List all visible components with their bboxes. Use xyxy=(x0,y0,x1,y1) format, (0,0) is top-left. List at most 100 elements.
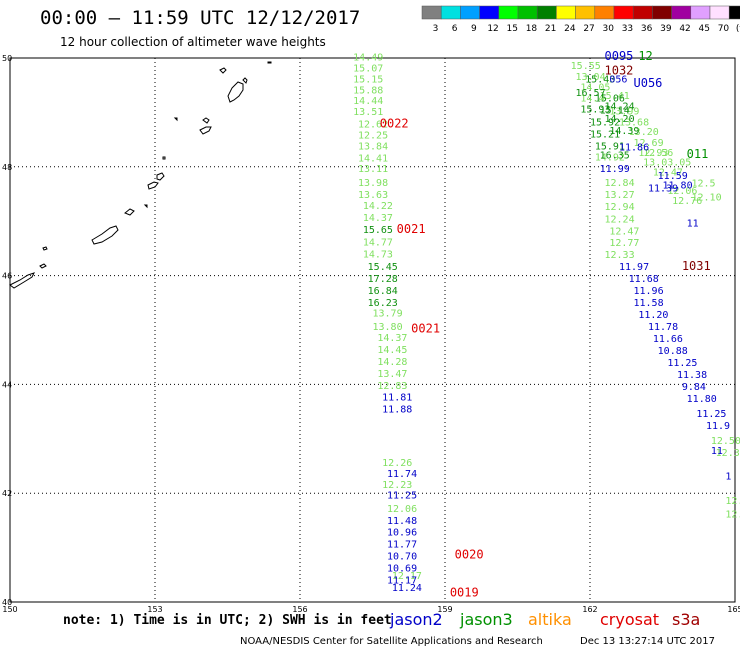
wave-height-label: 11.17 xyxy=(387,576,417,587)
pass-id-label: 0021 xyxy=(397,222,426,236)
wave-height-label: 12.62 xyxy=(358,120,388,131)
island-4 xyxy=(202,117,210,124)
wave-height-label: 11.88 xyxy=(382,405,412,416)
scale-label: 30 xyxy=(603,24,615,34)
wave-height-label: 11.80 xyxy=(687,394,717,405)
wave-height-label: 12.26 xyxy=(382,458,412,469)
wave-height-label: 12.94 xyxy=(605,202,635,213)
wave-height-label: 14.45 xyxy=(377,345,407,356)
island-2 xyxy=(227,81,244,103)
wave-height-label: 11.58 xyxy=(634,298,664,309)
wave-height-label: 11.96 xyxy=(634,286,664,297)
wave-height-label: 11.66 xyxy=(653,334,683,345)
wave-height-label: 12.69 xyxy=(634,138,664,149)
island-7 xyxy=(162,156,166,160)
legend-item-altika: altika xyxy=(528,610,572,629)
wave-height-label: 15.14 xyxy=(600,105,630,116)
wave-height-label: 11.24 xyxy=(392,583,422,594)
island-6 xyxy=(173,117,178,122)
wave-height-label: 12.84 xyxy=(605,178,635,189)
wave-height-label: 15.41 xyxy=(600,91,630,102)
scale-swatch xyxy=(652,5,672,20)
legend-item-s3a: s3a xyxy=(672,610,700,629)
wave-height-label: 14.39 xyxy=(609,126,639,137)
x-tick-label: 165 xyxy=(727,605,740,614)
scale-label: 3 xyxy=(433,24,439,34)
scale-label: 21 xyxy=(545,24,556,34)
wave-height-label: 11.39 xyxy=(648,183,678,194)
x-tick-label: 159 xyxy=(437,605,452,614)
scale-swatch xyxy=(479,5,500,20)
wave-height-label: 14.24 xyxy=(605,102,635,113)
chart-subtitle: 12 hour collection of altimeter wave hei… xyxy=(60,35,326,49)
wave-height-label: 12.10 xyxy=(692,193,722,204)
wave-height-label: 16.84 xyxy=(368,286,398,297)
wave-height-label: 12.77 xyxy=(609,238,639,249)
wave-height-label: 15.88 xyxy=(353,85,383,96)
wave-height-label: 12.06 xyxy=(667,186,697,197)
wave-height-label: 11.25 xyxy=(696,409,726,420)
x-tick-label: 162 xyxy=(582,605,597,614)
scale-label: 45 xyxy=(699,24,710,34)
wave-height-label: 056 xyxy=(609,74,627,85)
wave-height-label: 14.44 xyxy=(353,96,383,107)
wave-height-label: 11.25 xyxy=(387,491,417,502)
scale-label: 27 xyxy=(583,24,594,34)
pass-id-label: 1032 xyxy=(605,63,634,77)
pass-id-label: 12 xyxy=(638,49,652,63)
wave-height-label: 10.69 xyxy=(387,564,417,575)
scale-label: 18 xyxy=(526,24,538,34)
scale-label: 42 xyxy=(679,24,690,34)
wave-height-label: 13.20 xyxy=(629,127,659,138)
wave-height-label: 11.86 xyxy=(619,142,649,153)
wave-height-label: 13.04 xyxy=(576,72,606,83)
scale-swatch xyxy=(690,5,711,20)
pass-id-label: 1031 xyxy=(682,259,711,273)
wave-height-label: 11 xyxy=(687,219,699,230)
island-16 xyxy=(267,61,272,64)
wave-height-label: 16.23 xyxy=(368,298,398,309)
y-tick-label: 50 xyxy=(2,54,12,63)
tick-labels: 150 153 156 159 162 165 40 42 44 46 48 50 xyxy=(2,54,740,614)
wave-height-label: 11.59 xyxy=(658,171,688,182)
wave-height-label: 15.43 xyxy=(585,74,615,85)
x-tick-label: 150 xyxy=(2,605,17,614)
wave-height-label: 13.47 xyxy=(377,369,407,380)
island-15 xyxy=(9,272,35,289)
wave-height-label: 10.96 xyxy=(387,528,417,539)
island-14 xyxy=(39,263,47,269)
scale-swatch xyxy=(671,5,692,20)
wave-height-label: 12.33 xyxy=(605,250,635,261)
wave-height-label: 13.11 xyxy=(358,164,388,175)
wave-height-label: 14.41 xyxy=(358,153,388,164)
wave-height-label: 14.28 xyxy=(377,357,407,368)
wave-height-label: 14.77 xyxy=(363,238,393,249)
wave-height-label: 11.78 xyxy=(648,322,678,333)
wave-height-label: 14.4 xyxy=(580,94,604,105)
wave-height-label: 12.83 xyxy=(377,381,407,392)
x-tick-label: 153 xyxy=(147,605,162,614)
wave-height-label: 15.07 xyxy=(353,64,383,75)
wave-height-label: 14.73 xyxy=(363,250,393,261)
wave-height-label: 12.47 xyxy=(653,168,683,179)
footer-credit: NOAA/NESDIS Center for Satellite Applica… xyxy=(240,636,543,647)
scale-swatch xyxy=(517,5,538,20)
scale-label: 24 xyxy=(564,24,576,34)
wave-height-label: 12.76 xyxy=(672,196,702,207)
wave-height-label: 14.37 xyxy=(363,213,393,224)
wave-height-label: 1 xyxy=(725,472,731,483)
wave-height-label: 11.74 xyxy=(387,469,417,480)
wave-height-label: 16.35 xyxy=(600,151,630,162)
wave-height-label: 12.23 xyxy=(382,480,412,491)
x-tick-label: 156 xyxy=(292,605,307,614)
y-tick-label: 42 xyxy=(2,489,12,498)
island-12 xyxy=(91,225,119,245)
scale-swatch xyxy=(709,5,730,20)
wave-height-label: 12.50 xyxy=(711,436,740,447)
wave-height-label: 11.68 xyxy=(629,274,659,285)
wave-height-label: 12.24 xyxy=(605,214,635,225)
wave-height-label: 17.28 xyxy=(368,274,398,285)
scale-label: 36 xyxy=(641,24,653,34)
wave-height-label: 15.45 xyxy=(368,262,398,273)
